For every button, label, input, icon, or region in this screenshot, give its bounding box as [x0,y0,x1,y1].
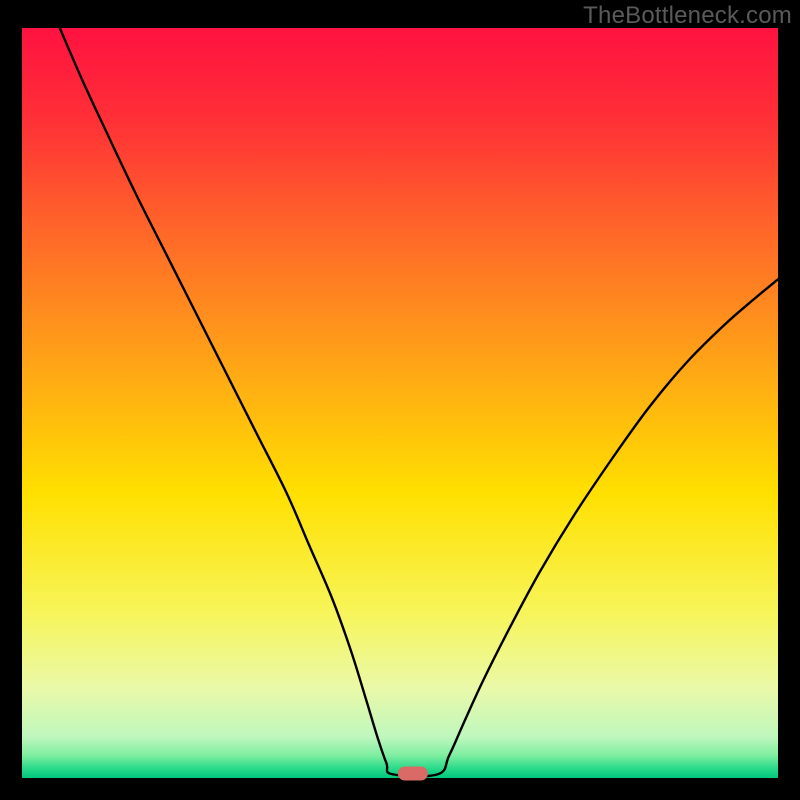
watermark-text: TheBottleneck.com [583,2,792,30]
bottleneck-chart [0,0,800,800]
optimal-marker [398,767,428,781]
plot-background [22,28,778,778]
